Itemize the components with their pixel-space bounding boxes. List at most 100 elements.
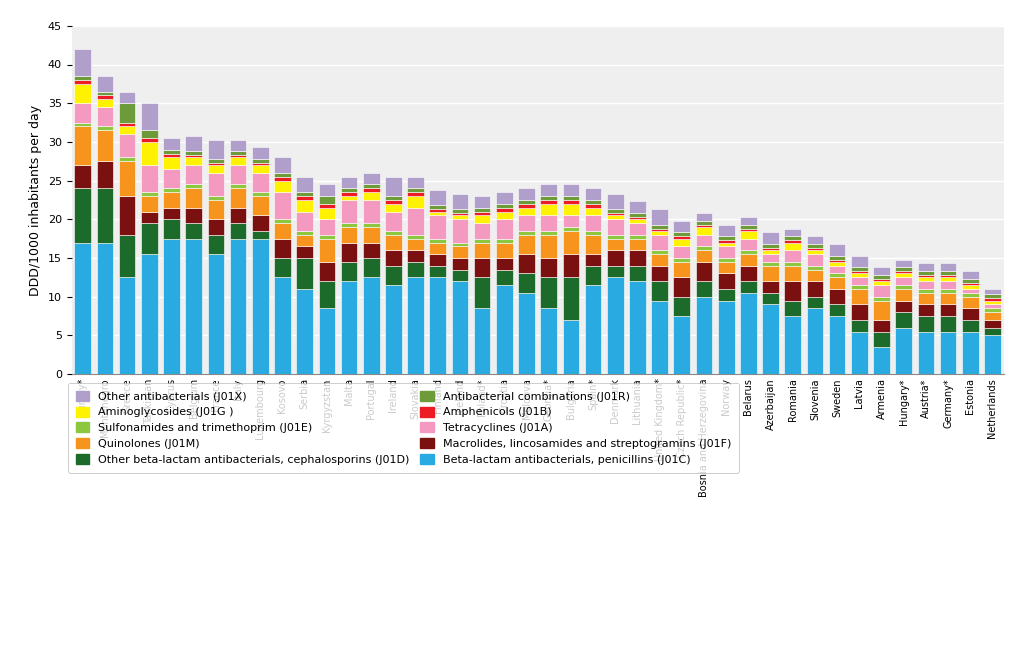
Bar — [695, 224, 713, 227]
Bar — [208, 200, 224, 219]
Bar — [651, 235, 668, 250]
Bar — [229, 151, 247, 155]
Bar — [784, 240, 801, 243]
Bar — [984, 289, 1000, 294]
Bar — [429, 243, 446, 254]
Bar — [141, 192, 158, 196]
Bar — [341, 243, 357, 262]
Bar — [119, 196, 135, 235]
Bar — [607, 215, 624, 219]
Bar — [651, 250, 668, 254]
Bar — [585, 231, 601, 235]
Bar — [695, 297, 713, 374]
Bar — [962, 293, 979, 297]
Bar — [496, 258, 513, 270]
Bar — [762, 266, 779, 281]
Bar — [429, 215, 446, 239]
Bar — [185, 184, 202, 188]
Bar — [452, 219, 468, 243]
Bar — [96, 92, 114, 95]
Bar — [962, 320, 979, 332]
Bar — [341, 262, 357, 281]
Bar — [75, 123, 91, 126]
Bar — [784, 281, 801, 301]
Bar — [873, 275, 890, 279]
Bar — [629, 219, 646, 223]
Bar — [541, 258, 557, 277]
Bar — [674, 246, 690, 258]
Bar — [695, 213, 713, 221]
Bar — [562, 200, 580, 204]
Bar — [784, 228, 801, 236]
Bar — [119, 235, 135, 277]
Bar — [75, 80, 91, 84]
Bar — [851, 277, 867, 285]
Bar — [208, 173, 224, 196]
Bar — [252, 147, 268, 159]
Bar — [518, 235, 535, 254]
Bar — [163, 239, 180, 374]
Bar — [474, 208, 490, 212]
Bar — [740, 281, 757, 293]
Bar — [828, 244, 846, 255]
Bar — [185, 157, 202, 165]
Bar — [452, 258, 468, 270]
Bar — [807, 250, 823, 254]
Bar — [296, 177, 313, 192]
Bar — [252, 165, 268, 173]
Bar — [828, 289, 846, 304]
Bar — [362, 227, 380, 243]
Bar — [429, 209, 446, 212]
Bar — [296, 192, 313, 196]
Bar — [362, 258, 380, 277]
Bar — [695, 262, 713, 281]
Bar — [163, 219, 180, 239]
Bar — [562, 196, 580, 200]
Bar — [541, 200, 557, 204]
Bar — [141, 254, 158, 374]
Bar — [518, 200, 535, 204]
Bar — [895, 277, 912, 285]
Bar — [474, 196, 490, 208]
Bar — [541, 235, 557, 258]
Bar — [385, 204, 401, 212]
Bar — [408, 277, 424, 374]
Bar — [252, 231, 268, 239]
Bar — [629, 239, 646, 250]
Bar — [807, 236, 823, 244]
Bar — [362, 277, 380, 374]
Bar — [229, 208, 247, 223]
Bar — [474, 239, 490, 243]
Bar — [873, 301, 890, 320]
Bar — [562, 227, 580, 231]
Bar — [629, 281, 646, 374]
Bar — [208, 165, 224, 173]
Bar — [962, 285, 979, 289]
Bar — [718, 236, 734, 240]
Bar — [496, 239, 513, 243]
Bar — [408, 250, 424, 262]
Bar — [784, 236, 801, 240]
Bar — [274, 181, 291, 192]
Bar — [362, 243, 380, 258]
Bar — [784, 301, 801, 316]
Bar — [229, 165, 247, 184]
Bar — [385, 200, 401, 204]
Bar — [807, 297, 823, 308]
Bar — [740, 231, 757, 239]
Bar — [718, 258, 734, 262]
Bar — [918, 263, 934, 271]
Bar — [585, 188, 601, 200]
Bar — [408, 177, 424, 188]
Bar — [185, 239, 202, 374]
Bar — [518, 254, 535, 273]
Bar — [274, 192, 291, 219]
Bar — [895, 285, 912, 289]
Bar — [740, 239, 757, 250]
Bar — [208, 139, 224, 159]
Bar — [163, 188, 180, 192]
Bar — [385, 177, 401, 196]
Bar — [318, 262, 335, 281]
Bar — [452, 209, 468, 213]
Bar — [984, 294, 1000, 298]
